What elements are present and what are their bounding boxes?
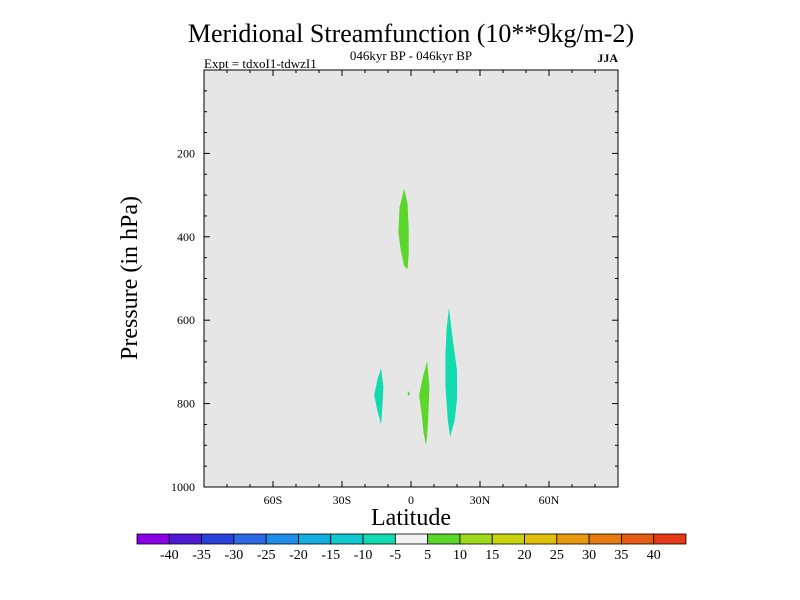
colorbar-label: 25 — [550, 548, 564, 563]
contour-region-3 — [419, 361, 430, 446]
colorbar-swatch — [362, 533, 396, 545]
colorbar-swatch — [556, 533, 590, 545]
y-tick-label: 200 — [177, 146, 195, 160]
colorbar-label: 35 — [614, 548, 628, 563]
colorbar-label: 30 — [582, 548, 596, 563]
x-tick-label: 30N — [470, 493, 491, 507]
colorbar-swatch — [653, 533, 687, 545]
colorbar-label: -30 — [225, 548, 244, 563]
colorbar-label: -10 — [354, 548, 373, 563]
colorbar-label: 15 — [485, 548, 499, 563]
colorbar-label: -20 — [289, 548, 308, 563]
colorbar-swatch — [427, 533, 461, 545]
colorbar-swatch — [394, 533, 429, 545]
colorbar-label: -40 — [160, 548, 179, 563]
contour-region-4 — [407, 391, 410, 397]
x-tick-label: 0 — [408, 493, 414, 507]
contour-region-2 — [374, 368, 384, 425]
y-tick-label: 600 — [177, 313, 195, 327]
experiment-label: Expt = tdxoI1-tdwzI1 — [204, 56, 317, 71]
colorbar-label: -15 — [321, 548, 340, 563]
colorbar-label: 10 — [453, 548, 467, 563]
colorbar-swatch — [330, 533, 364, 545]
colorbar-label: -5 — [390, 548, 402, 563]
x-tick-label: 60N — [539, 493, 560, 507]
axes: 60S 30S 0 30N 60N 200 400 600 800 1000 — [171, 70, 618, 507]
colorbar-label: -25 — [257, 548, 276, 563]
x-tick-label: 30S — [333, 493, 352, 507]
chart-subtitle: 046kyr BP - 046kyr BP — [350, 48, 472, 63]
season-label: JJA — [597, 51, 618, 65]
contour-region-5 — [445, 307, 457, 437]
colorbar-swatch — [136, 533, 170, 545]
y-tick-label: 800 — [177, 397, 195, 411]
colorbar-swatch — [491, 533, 525, 545]
y-tick-label: 1000 — [171, 480, 195, 494]
colorbar-swatch — [168, 533, 202, 545]
x-axis-label: Latitude — [371, 505, 451, 531]
y-axis-label: Pressure (in hPa) — [117, 196, 143, 360]
colorbar-swatch — [298, 533, 332, 545]
chart-title: Meridional Streamfunction (10**9kg/m-2) — [188, 19, 634, 48]
colorbar-swatch — [524, 533, 558, 545]
colorbar-swatch — [588, 533, 622, 545]
colorbar-label: 40 — [647, 548, 661, 563]
contour-regions — [374, 188, 457, 446]
y-tick-label: 400 — [177, 230, 195, 244]
colorbar-swatch — [621, 533, 655, 545]
colorbar-label: -35 — [192, 548, 211, 563]
colorbar-label: 20 — [518, 548, 532, 563]
plot-area — [204, 70, 618, 487]
x-tick-label: 60S — [264, 493, 283, 507]
colorbar: -40 -35 -30 -25 -20 -15 -10 -5 5 10 15 20 25 30 35 40 — [136, 533, 687, 563]
colorbar-swatch — [233, 533, 267, 545]
contour-region-1 — [398, 188, 409, 270]
colorbar-label: 5 — [424, 548, 431, 563]
colorbar-swatch — [265, 533, 299, 545]
colorbar-swatch — [201, 533, 235, 545]
colorbar-swatch — [459, 533, 493, 545]
